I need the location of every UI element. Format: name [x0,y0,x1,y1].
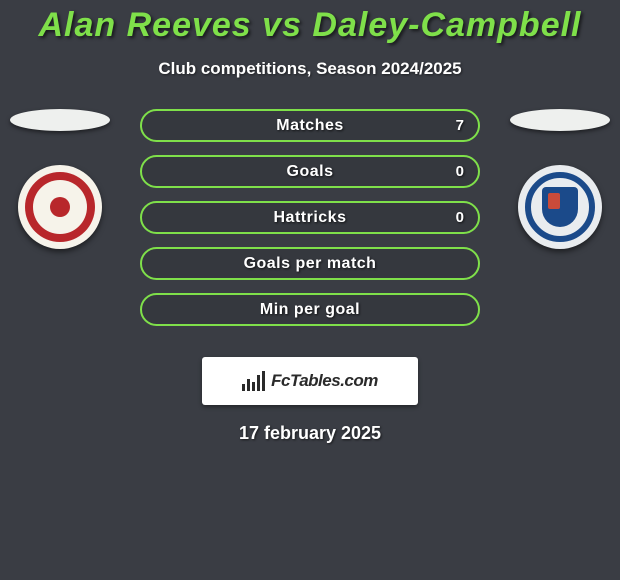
stat-row-goals-per-match: Goals per match [140,247,480,280]
club-badge-left [18,165,102,249]
stat-label: Hattricks [274,209,347,227]
stat-label: Goals per match [244,255,377,273]
comparison-date: 17 february 2025 [0,423,620,444]
stat-rows: Matches 7 Goals 0 Hattricks 0 Goals per … [140,109,480,326]
stats-area: Matches 7 Goals 0 Hattricks 0 Goals per … [0,109,620,339]
player-left-column [0,109,120,249]
stat-value-right: 0 [456,163,464,180]
watermark-text: FcTables.com [271,371,378,391]
stat-value-right: 7 [456,117,464,134]
player-right-column [500,109,620,249]
player-left-avatar-placeholder [10,109,110,131]
player-right-avatar-placeholder [510,109,610,131]
stat-value-right: 0 [456,209,464,226]
stat-label: Goals [287,163,334,181]
stat-row-hattricks: Hattricks 0 [140,201,480,234]
stat-label: Min per goal [260,301,360,319]
comparison-subtitle: Club competitions, Season 2024/2025 [0,59,620,79]
stat-row-min-per-goal: Min per goal [140,293,480,326]
stat-row-goals: Goals 0 [140,155,480,188]
watermark-bars-icon [242,371,265,391]
stat-row-matches: Matches 7 [140,109,480,142]
club-badge-right [518,165,602,249]
stat-label: Matches [276,117,344,135]
watermark: FcTables.com [202,357,418,405]
comparison-title: Alan Reeves vs Daley-Campbell [0,0,620,45]
